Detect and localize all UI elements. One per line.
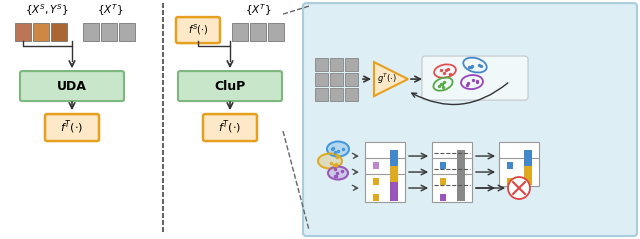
Bar xyxy=(390,182,398,201)
FancyBboxPatch shape xyxy=(422,56,528,100)
Bar xyxy=(315,73,328,86)
Circle shape xyxy=(508,177,530,199)
Bar xyxy=(440,178,446,185)
FancyBboxPatch shape xyxy=(303,3,637,236)
Bar xyxy=(101,23,117,41)
Text: CluP: CluP xyxy=(214,80,246,92)
Bar xyxy=(315,58,328,71)
Bar xyxy=(457,150,465,168)
Text: $\{X^S, Y^S\}$: $\{X^S, Y^S\}$ xyxy=(25,2,69,18)
FancyBboxPatch shape xyxy=(178,71,282,101)
Bar xyxy=(33,23,49,41)
Ellipse shape xyxy=(327,141,349,157)
Bar xyxy=(524,166,532,185)
Bar xyxy=(365,174,405,202)
Text: $g^T(\cdot)$: $g^T(\cdot)$ xyxy=(377,72,397,86)
Text: UDA: UDA xyxy=(57,80,87,92)
Ellipse shape xyxy=(328,167,348,179)
Bar xyxy=(432,174,472,202)
FancyArrowPatch shape xyxy=(412,83,508,104)
Bar xyxy=(330,88,343,101)
Bar xyxy=(365,158,405,186)
Bar xyxy=(51,23,67,41)
Bar xyxy=(119,23,135,41)
Bar xyxy=(499,142,539,170)
Bar xyxy=(457,182,465,201)
Bar xyxy=(232,23,248,41)
Ellipse shape xyxy=(318,153,342,168)
Text: $\{X^T\}$: $\{X^T\}$ xyxy=(97,2,124,18)
Bar xyxy=(373,178,379,185)
Polygon shape xyxy=(374,62,408,96)
Bar xyxy=(365,142,405,170)
FancyBboxPatch shape xyxy=(45,114,99,141)
Bar xyxy=(315,88,328,101)
Text: $\{X^T\}$: $\{X^T\}$ xyxy=(244,2,271,18)
Bar xyxy=(390,166,398,185)
Text: $f^T(\cdot)$: $f^T(\cdot)$ xyxy=(218,119,241,136)
Bar xyxy=(499,158,539,186)
FancyBboxPatch shape xyxy=(20,71,124,101)
FancyBboxPatch shape xyxy=(203,114,257,141)
Bar xyxy=(345,88,358,101)
Bar xyxy=(345,58,358,71)
Bar xyxy=(390,150,398,168)
Bar xyxy=(330,73,343,86)
Text: $f^T(\cdot)$: $f^T(\cdot)$ xyxy=(60,119,84,136)
Text: $f^S(\cdot)$: $f^S(\cdot)$ xyxy=(188,23,209,38)
Bar xyxy=(432,158,472,186)
FancyBboxPatch shape xyxy=(176,17,220,43)
Bar xyxy=(524,150,532,168)
Bar xyxy=(15,23,31,41)
Bar xyxy=(432,142,472,170)
Bar xyxy=(373,162,379,168)
Bar xyxy=(250,23,266,41)
Bar xyxy=(440,194,446,201)
Bar xyxy=(507,178,513,185)
Bar xyxy=(457,166,465,185)
Bar xyxy=(345,73,358,86)
Bar xyxy=(330,58,343,71)
Bar xyxy=(440,162,446,168)
Bar xyxy=(507,162,513,168)
Bar xyxy=(83,23,99,41)
Bar xyxy=(268,23,284,41)
Bar xyxy=(373,194,379,201)
